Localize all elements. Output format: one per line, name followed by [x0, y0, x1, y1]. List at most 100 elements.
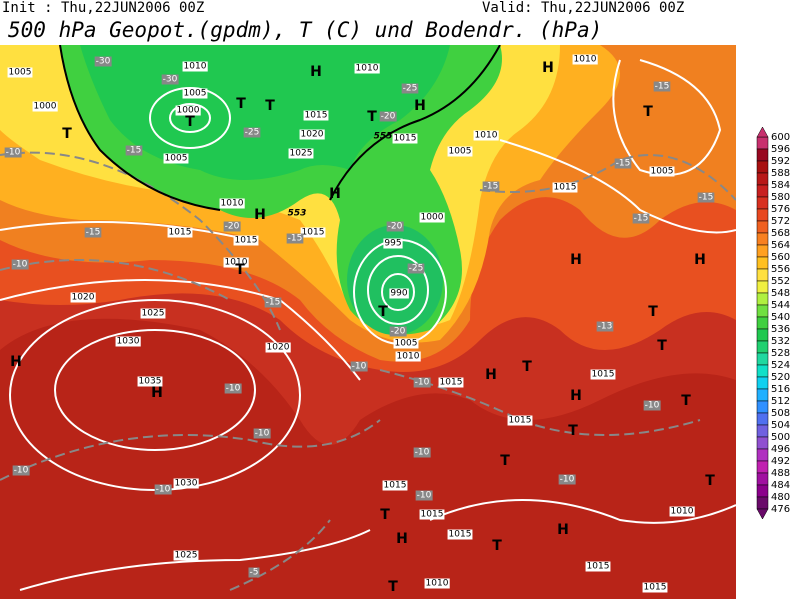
pressure-center: T	[380, 507, 390, 523]
pressure-center: T	[236, 96, 246, 112]
label-box	[224, 383, 242, 394]
label-box	[32, 101, 58, 112]
map-label: -10	[352, 362, 367, 372]
map-label: 1005	[651, 167, 674, 177]
map-label: -10	[13, 260, 28, 270]
pressure-center: H	[10, 354, 22, 370]
map-label: 1020	[267, 343, 290, 353]
map-label: 1015	[440, 378, 463, 388]
map-label: 1015	[384, 481, 407, 491]
map-label: 1000	[34, 102, 57, 112]
map-label: 1015	[305, 111, 328, 121]
map-label: 1010	[574, 55, 597, 65]
label-box	[614, 158, 632, 169]
map-label: 995	[384, 239, 401, 249]
pressure-center: H	[542, 60, 554, 76]
pressure-center: T	[681, 393, 691, 409]
label-box	[401, 83, 419, 94]
label-box	[219, 198, 245, 209]
map-label: -30	[163, 75, 178, 85]
label-box	[173, 478, 199, 489]
pressure-center: H	[557, 522, 569, 538]
colorbar-label: 564	[771, 240, 790, 251]
colorbar-label: 524	[771, 360, 790, 371]
label-box	[473, 130, 499, 141]
colorbar-label: 508	[771, 408, 790, 419]
map-label: -15	[86, 228, 101, 238]
map-label: 1010	[475, 131, 498, 141]
map-label: -15	[616, 159, 631, 169]
colorbar-label: 516	[771, 384, 790, 395]
colorbar-swatch	[756, 244, 769, 258]
label-box	[173, 550, 199, 561]
map-label: 1015	[169, 228, 192, 238]
colorbar-label: 532	[771, 336, 790, 347]
colorbar-label: 588	[771, 168, 790, 179]
pressure-center: T	[388, 579, 398, 595]
map-label: -25	[245, 128, 260, 138]
label-box	[669, 506, 695, 517]
pressure-center: T	[568, 423, 578, 439]
label-box	[223, 221, 241, 232]
map-label: -10	[415, 448, 430, 458]
map-label: -13	[598, 322, 613, 332]
colorbar-swatch	[756, 136, 769, 150]
colorbar-label: 480	[771, 492, 790, 503]
label-box	[392, 133, 418, 144]
pressure-center: H	[570, 252, 582, 268]
label-box	[379, 111, 397, 122]
pressure-center: T	[235, 262, 245, 278]
label-box	[264, 297, 282, 308]
label-box	[415, 490, 433, 501]
map-label: -15	[655, 82, 670, 92]
colorbar-bottom-arrow	[756, 508, 769, 520]
colorbar-swatch	[756, 160, 769, 174]
label-box	[233, 235, 259, 246]
colorbar-swatch	[756, 448, 769, 462]
label-box	[167, 227, 193, 238]
map-label: 1005	[9, 68, 32, 78]
label-box	[382, 480, 408, 491]
label-box	[649, 166, 675, 177]
colorbar-label: 600	[771, 132, 790, 143]
map-label: -20	[391, 327, 406, 337]
colorbar-label: 568	[771, 228, 790, 239]
colorbar-label: 580	[771, 192, 790, 203]
pressure-center: T	[522, 359, 532, 375]
label-box	[182, 61, 208, 72]
map-label: 1005	[184, 89, 207, 99]
map-label: -10	[560, 475, 575, 485]
label-box	[438, 377, 464, 388]
map-label: -25	[403, 84, 418, 94]
colorbar-label: 576	[771, 204, 790, 215]
label-box	[389, 288, 409, 299]
pressure-center: T	[705, 473, 715, 489]
label-box	[154, 484, 172, 495]
map-label: 1020	[72, 293, 95, 303]
map-label: 1015	[644, 583, 667, 593]
map-label: 1015	[449, 530, 472, 540]
label-box	[243, 127, 261, 138]
map-label: 1025	[142, 309, 165, 319]
map-label: -10	[415, 378, 430, 388]
map-label: 1015	[592, 370, 615, 380]
colorbar-swatch	[756, 292, 769, 306]
map-label: -15	[266, 298, 281, 308]
pressure-center: H	[485, 367, 497, 383]
colorbar-swatch	[756, 400, 769, 414]
label-box	[248, 567, 260, 578]
colorbar-swatch	[756, 172, 769, 186]
label-box	[7, 67, 33, 78]
label-box	[482, 181, 500, 192]
colorbar-swatch	[756, 340, 769, 354]
map-label: -10	[645, 401, 660, 411]
label-box	[175, 105, 201, 116]
colorbar-swatch	[756, 484, 769, 498]
pressure-center: T	[367, 109, 377, 125]
colorbar-swatch	[756, 304, 769, 318]
map-label: -10	[417, 491, 432, 501]
colorbar-swatch	[756, 424, 769, 438]
